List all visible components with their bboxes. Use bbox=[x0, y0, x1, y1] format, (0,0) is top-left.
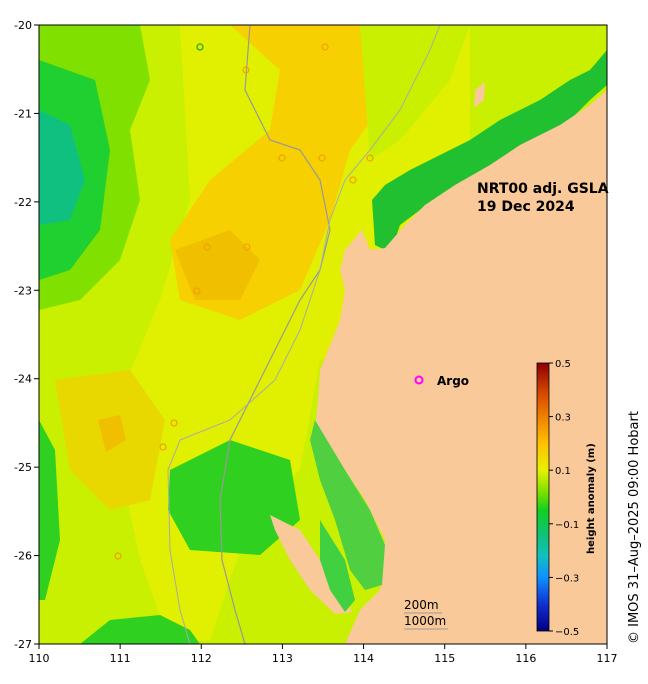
x-tick-label: 117 bbox=[597, 652, 618, 665]
y-tick-label: -20 bbox=[14, 19, 32, 32]
map-title-line2: 19 Dec 2024 bbox=[477, 199, 575, 215]
isobath-200m bbox=[167, 25, 441, 644]
y-tick-label: -25 bbox=[14, 461, 32, 474]
isobath-1000m bbox=[219, 25, 331, 644]
anomaly-negative-southwest bbox=[39, 420, 60, 600]
y-tick-label: -27 bbox=[14, 638, 32, 651]
x-axis: 110 111 112 113 114 115 116 117 bbox=[29, 644, 618, 665]
y-tick-label: -26 bbox=[14, 550, 32, 563]
anomaly-positive-west-core bbox=[98, 415, 126, 452]
colorbar-tick-label: −0.3 bbox=[555, 573, 579, 584]
isobath-legend-1000m: 1000m bbox=[404, 614, 446, 628]
isobath-legend-200m: 200m bbox=[404, 598, 439, 612]
y-tick-label: -23 bbox=[14, 284, 32, 297]
colorbar-tick-label: −0.1 bbox=[555, 520, 579, 531]
y-tick-label: -22 bbox=[14, 196, 32, 209]
anomaly-positive-core bbox=[175, 230, 260, 300]
anomaly-negative-centre bbox=[168, 440, 300, 555]
x-tick-label: 113 bbox=[272, 652, 293, 665]
x-tick-label: 115 bbox=[434, 652, 455, 665]
colorbar-tick-label: 0.1 bbox=[555, 466, 571, 477]
colorbar bbox=[536, 362, 550, 632]
land-mass bbox=[315, 90, 607, 644]
barrow-island bbox=[474, 82, 485, 108]
argo-legend-label: Argo bbox=[437, 374, 469, 388]
x-tick-label: 111 bbox=[110, 652, 131, 665]
argo-legend-marker bbox=[414, 375, 424, 385]
x-tick-label: 116 bbox=[515, 652, 536, 665]
colorbar-tick-label: −0.5 bbox=[555, 627, 579, 638]
y-axis: -20 -21 -22 -23 -24 -25 -26 -27 bbox=[14, 19, 39, 651]
x-tick-label: 114 bbox=[353, 652, 374, 665]
x-tick-label: 110 bbox=[29, 652, 50, 665]
anomaly-negative-west-core bbox=[39, 110, 85, 225]
x-tick-label: 112 bbox=[191, 652, 212, 665]
colorbar-tick-label: 0.5 bbox=[555, 359, 571, 370]
argo-floats bbox=[114, 43, 374, 560]
y-tick-label: -21 bbox=[14, 107, 32, 120]
colorbar-ticks: 0.5 0.3 0.1 −0.1 −0.3 −0.5 bbox=[549, 359, 579, 638]
y-tick-label: -24 bbox=[14, 373, 32, 386]
anomaly-field bbox=[39, 25, 607, 644]
anomaly-negative-south bbox=[80, 615, 200, 644]
credit-text: © IMOS 31–Aug–2025 09:00 Hobart bbox=[627, 411, 642, 644]
colorbar-title: height anomaly (m) bbox=[586, 443, 597, 554]
plot-frame bbox=[38, 24, 608, 645]
map-title-line1: NRT00 adj. GSLA bbox=[477, 181, 609, 197]
colorbar-tick-label: 0.3 bbox=[555, 413, 571, 424]
shark-bay-peninsula bbox=[310, 420, 385, 590]
shark-bay-inner bbox=[320, 520, 355, 612]
coastal-green-strip bbox=[372, 50, 607, 250]
